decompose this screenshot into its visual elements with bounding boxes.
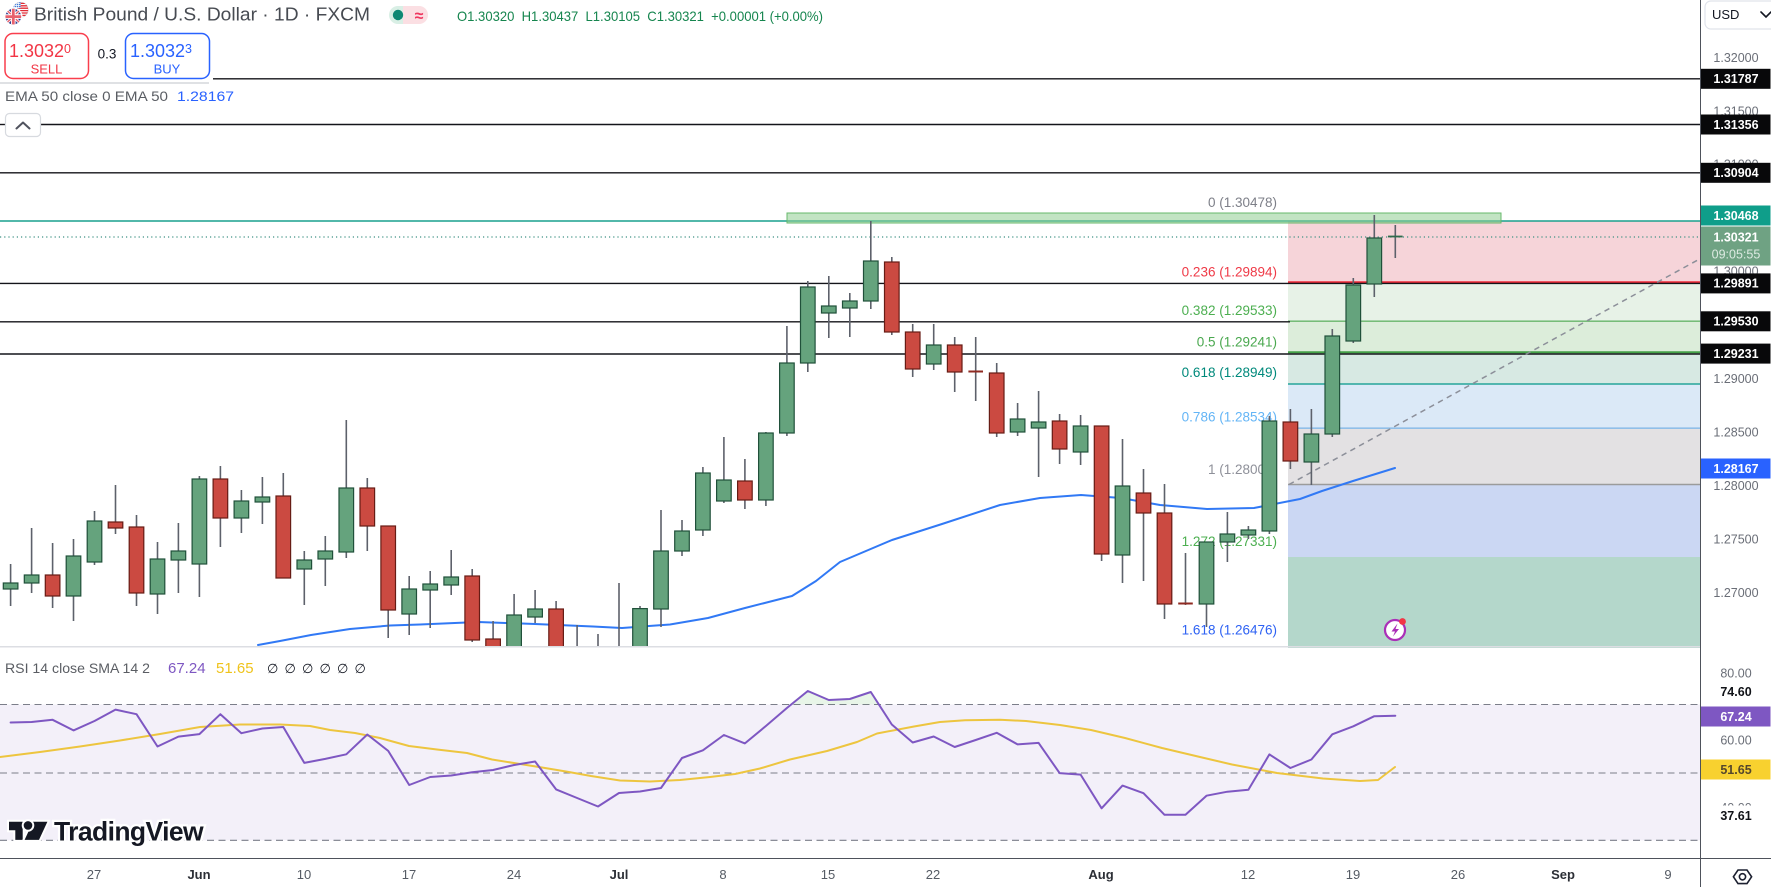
svg-text:51.65: 51.65: [216, 660, 254, 677]
svg-text:1.27000: 1.27000: [1713, 586, 1758, 600]
svg-text:60.00: 60.00: [1720, 734, 1751, 748]
svg-text:1.29530: 1.29530: [1713, 315, 1758, 329]
svg-text:8: 8: [719, 867, 726, 882]
svg-text:British Pound / U.S. Dollar ·: British Pound / U.S. Dollar · 1D · FXCM: [34, 4, 370, 25]
svg-text:1.28167: 1.28167: [1713, 462, 1758, 476]
svg-text:Jul: Jul: [610, 867, 629, 882]
svg-text:1.30321: 1.30321: [1713, 231, 1758, 245]
svg-text:1.30323: 1.30323: [130, 41, 192, 61]
svg-text:1.29000: 1.29000: [1713, 372, 1758, 386]
svg-text:∅: ∅: [285, 661, 296, 676]
svg-text:1.28000: 1.28000: [1713, 479, 1758, 493]
svg-text:∅: ∅: [267, 661, 278, 676]
svg-text:26: 26: [1451, 867, 1465, 882]
svg-text:TradingView: TradingView: [54, 817, 204, 847]
svg-text:USD: USD: [1712, 7, 1739, 22]
svg-text:27: 27: [87, 867, 101, 882]
svg-text:1.30904: 1.30904: [1713, 166, 1758, 180]
svg-text:1.29891: 1.29891: [1713, 277, 1758, 291]
svg-text:9: 9: [1664, 867, 1671, 882]
svg-text:EMA 50 close 0 EMA 50: EMA 50 close 0 EMA 50: [5, 88, 168, 104]
svg-text:24: 24: [507, 867, 521, 882]
svg-text:74.60: 74.60: [1720, 685, 1751, 699]
svg-text:67.24: 67.24: [168, 660, 206, 677]
svg-text:19: 19: [1346, 867, 1360, 882]
svg-text:1.28500: 1.28500: [1713, 425, 1758, 439]
svg-text:1.31356: 1.31356: [1713, 118, 1758, 132]
svg-text:51.65: 51.65: [1720, 763, 1751, 777]
svg-text:∅: ∅: [320, 661, 331, 676]
svg-text:RSI 14 close SMA 14 2: RSI 14 close SMA 14 2: [5, 661, 150, 676]
svg-text:0.5 (1.29241): 0.5 (1.29241): [1197, 335, 1277, 350]
svg-text:BUY: BUY: [154, 62, 181, 77]
svg-text:∅: ∅: [337, 661, 348, 676]
svg-text:0.382 (1.29533): 0.382 (1.29533): [1182, 303, 1277, 318]
svg-text:SELL: SELL: [31, 62, 63, 77]
svg-text:1.30468: 1.30468: [1713, 209, 1758, 223]
svg-text:15: 15: [821, 867, 835, 882]
svg-text:0.618 (1.28949): 0.618 (1.28949): [1182, 365, 1277, 380]
svg-text:0.236 (1.29894): 0.236 (1.29894): [1182, 265, 1277, 280]
svg-text:10: 10: [297, 867, 311, 882]
svg-text:67.24: 67.24: [1720, 710, 1751, 724]
svg-text:1.27500: 1.27500: [1713, 532, 1758, 546]
svg-text:09:05:55: 09:05:55: [1712, 248, 1761, 262]
svg-text:O1.30320 H1.30437 L1.30105: O1.30320 H1.30437 L1.30105 C1.30321 +0.0…: [457, 8, 823, 24]
svg-text:1.28167: 1.28167: [177, 88, 234, 104]
svg-text:80.00: 80.00: [1720, 667, 1751, 681]
svg-text:∅: ∅: [355, 661, 366, 676]
svg-text:12: 12: [1241, 867, 1255, 882]
svg-text:≈: ≈: [415, 8, 424, 25]
svg-text:1.618 (1.26476): 1.618 (1.26476): [1182, 623, 1277, 638]
svg-text:37.61: 37.61: [1720, 809, 1751, 823]
svg-text:1.29231: 1.29231: [1713, 347, 1758, 361]
svg-text:∅: ∅: [302, 661, 313, 676]
svg-text:0.3: 0.3: [98, 47, 117, 62]
svg-text:Jun: Jun: [187, 867, 210, 882]
svg-text:22: 22: [926, 867, 940, 882]
svg-text:1.30320: 1.30320: [9, 41, 71, 61]
svg-text:0 (1.30478): 0 (1.30478): [1208, 195, 1277, 210]
svg-text:1.32000: 1.32000: [1713, 51, 1758, 65]
svg-text:Sep: Sep: [1551, 867, 1575, 882]
svg-text:Aug: Aug: [1088, 867, 1113, 882]
svg-text:17: 17: [402, 867, 416, 882]
svg-text:1.31787: 1.31787: [1713, 72, 1758, 86]
